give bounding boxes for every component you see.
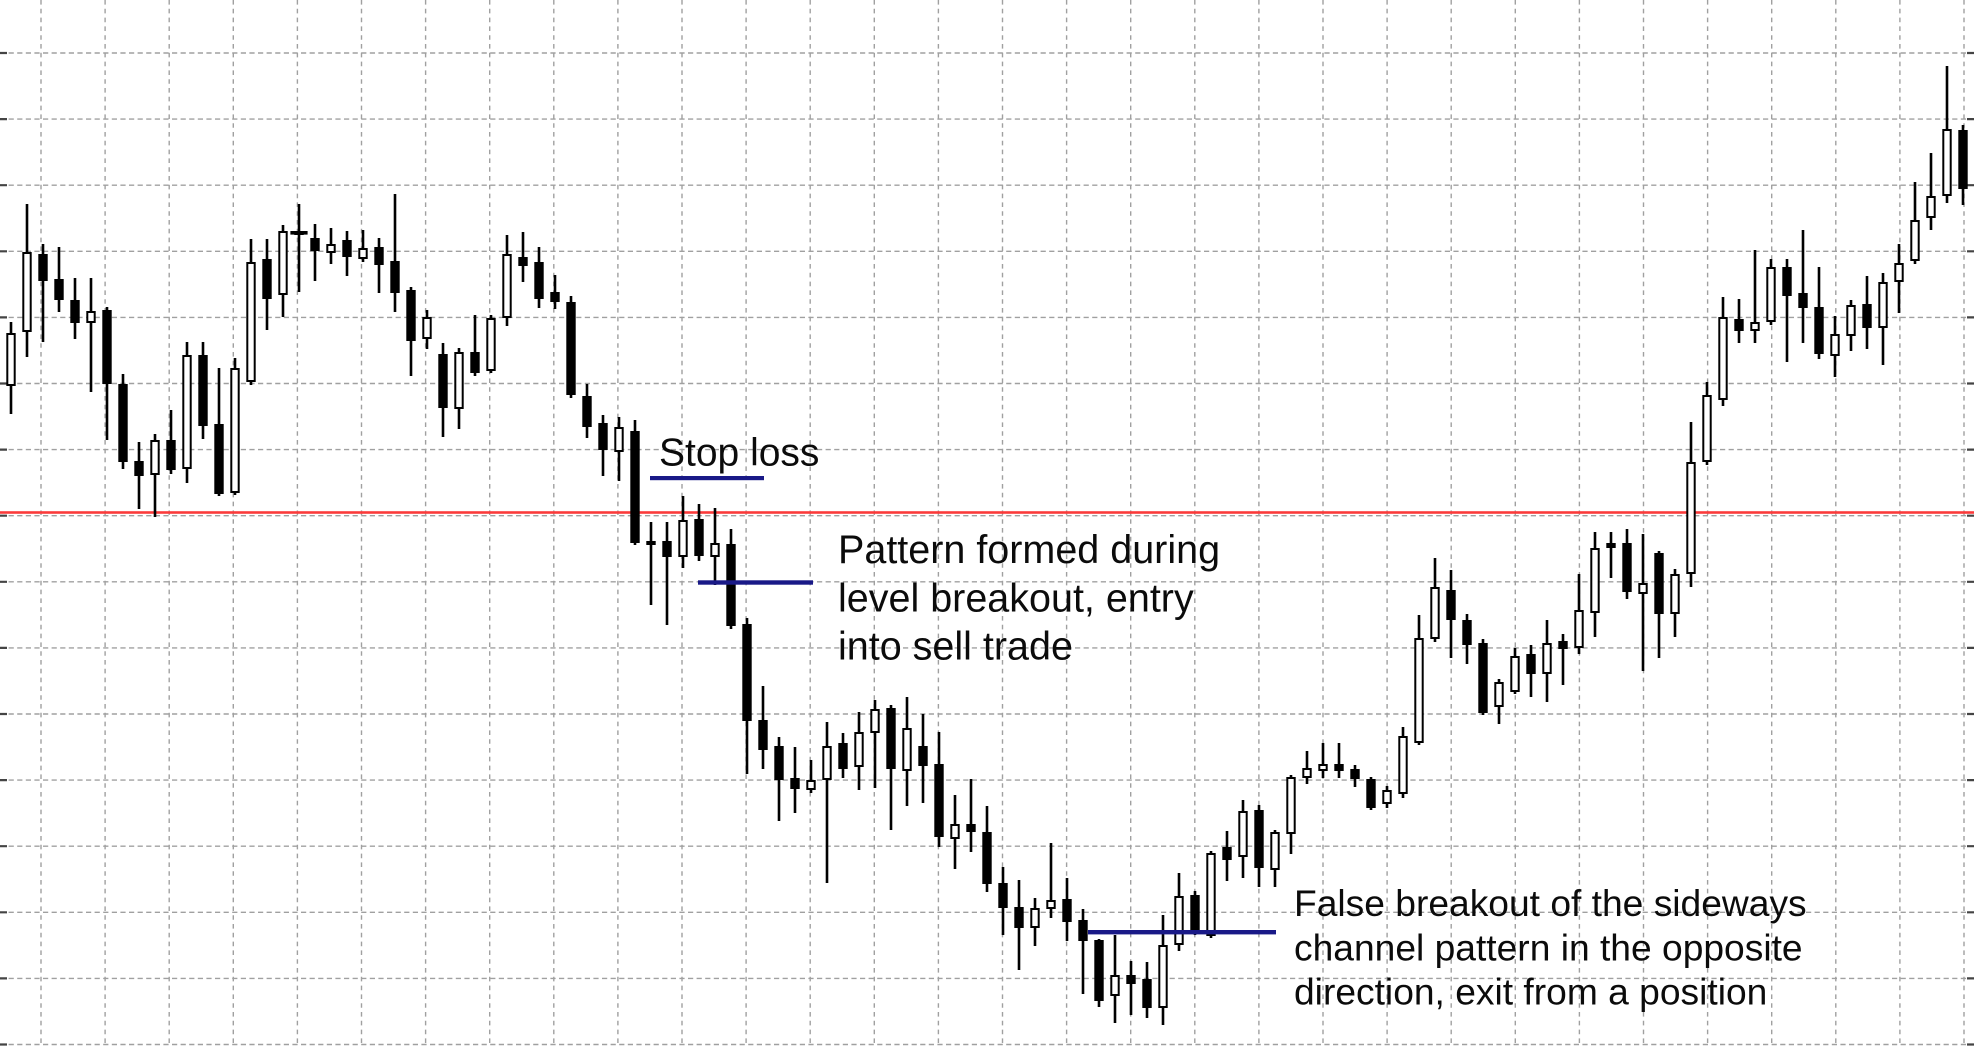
svg-text:False breakout of the sideways: False breakout of the sideways [1294, 882, 1807, 924]
svg-text:level breakout, entry: level breakout, entry [838, 577, 1194, 621]
svg-text:Pattern formed during: Pattern formed during [838, 528, 1220, 572]
svg-text:channel pattern in the opposit: channel pattern in the opposite [1294, 926, 1803, 968]
svg-text:into sell trade: into sell trade [838, 625, 1073, 669]
svg-text:Stop loss: Stop loss [659, 432, 819, 475]
svg-text:direction, exit from a positio: direction, exit from a position [1294, 971, 1767, 1013]
